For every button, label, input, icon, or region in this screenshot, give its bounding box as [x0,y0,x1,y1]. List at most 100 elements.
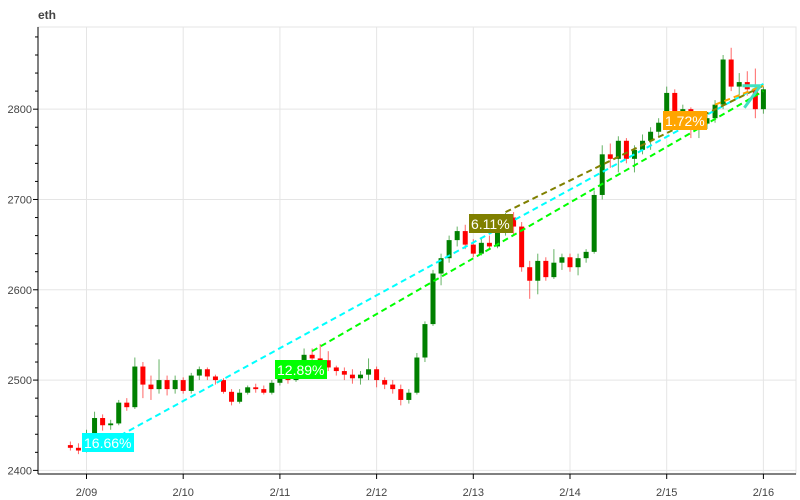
candle-body [615,140,621,159]
candle-body [309,354,315,359]
candle-body [486,242,492,247]
candle-body [519,226,525,268]
candle-body [736,82,742,87]
y-tick-label: 2400 [8,465,32,477]
candle-body [325,360,331,368]
candle-body [430,273,436,325]
candle [108,419,114,430]
candle-body [712,104,718,119]
candle-body [438,258,444,274]
trend-label-box [469,214,513,233]
candle-body [349,374,355,379]
candle [511,212,517,236]
candle [374,366,380,388]
candle [559,253,565,270]
candle [188,372,194,394]
plot-border [37,26,797,475]
candle-body [269,382,275,393]
candle [567,253,573,272]
candle-body [156,380,162,390]
candle [720,54,726,110]
candle [575,253,581,276]
candle [623,138,629,164]
candle-body [196,369,202,376]
x-tick-label: 2/12 [366,487,387,499]
candle [196,366,202,381]
candle [366,358,372,381]
candle [591,190,597,254]
trend-line [714,84,764,106]
trend-line [311,90,764,353]
candle [656,118,662,137]
candle-body [527,267,533,281]
candle-body [237,392,243,402]
x-tick-label: 2/11 [270,487,291,499]
candle-body [752,89,758,110]
candle [220,378,226,394]
candle-body [374,369,380,381]
candle-body [583,251,589,259]
candle-body [623,140,629,159]
arrow-icon [742,84,762,109]
candle-body [599,154,605,195]
candle-body [108,423,114,426]
candle-body [454,231,460,241]
candle [116,399,122,426]
candle [67,441,73,451]
candle-body [366,369,372,375]
candle [446,235,452,263]
x-tick-label: 2/09 [76,487,97,499]
candle-body [422,324,428,358]
trend-label-box [275,360,327,379]
candle-body [75,447,81,451]
candle [599,145,605,200]
x-tick-label: 2/10 [172,487,193,499]
candle-body [188,375,194,391]
candle [100,414,106,431]
candle-body [406,392,412,400]
candle [204,367,210,381]
candle [269,380,275,395]
candle-body [140,366,146,385]
candle [398,384,404,406]
candle-body [116,402,122,424]
candle-body [607,154,613,159]
candle [156,359,162,394]
candle-body [543,260,549,278]
candle-body [220,380,226,392]
candle-body [664,92,670,123]
candle [357,371,363,385]
trend-label: 6.11% [469,214,513,233]
candle-body [551,262,557,278]
candle-body [180,380,186,391]
y-tick-label: 2800 [8,104,32,116]
candle-body [382,380,388,385]
x-tick-label: 2/15 [656,487,677,499]
y-tick-label: 2500 [8,375,32,387]
candle-body [229,391,235,402]
candle-body [567,257,573,268]
candle-body [341,371,347,375]
candle [325,351,331,372]
candle-body [728,59,734,87]
candle [583,249,589,263]
candle [615,136,621,173]
trend-line [505,84,764,214]
candle-body [591,194,597,252]
candle-body [494,231,500,247]
candle-body [100,418,106,426]
candle [261,385,267,395]
candle [486,235,492,250]
candle [551,249,557,279]
candle-body [760,89,766,110]
x-tick-label: 2/14 [559,487,580,499]
trend-label-text: 12.89% [277,362,324,378]
candle-body [398,389,404,400]
candle [148,375,154,400]
candle [736,73,742,96]
candle-body [148,384,154,390]
candle [478,237,484,256]
candle-body [92,418,98,435]
candle [438,253,444,286]
